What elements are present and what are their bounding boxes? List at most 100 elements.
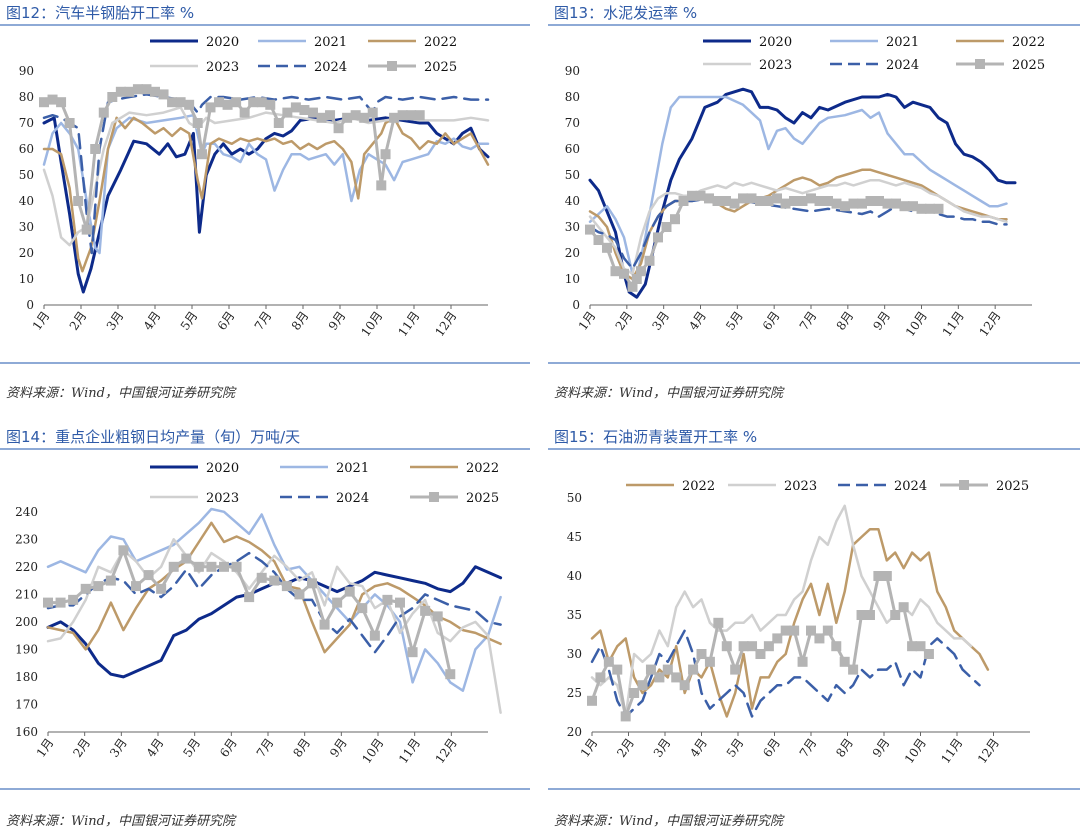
series-2025-marker <box>193 561 204 572</box>
series-2025-marker <box>73 196 84 206</box>
source-note: 资料来源：Wind，中国银河证券研究院 <box>6 814 235 829</box>
y-tick-label: 25 <box>567 686 582 700</box>
x-tick-label: 11月 <box>938 736 965 766</box>
chart-panel-3: 图14：重点企业粗钢日均产量（旬）万吨/天 160 170 180 190 200 210… <box>0 424 536 832</box>
series-2025-marker <box>712 196 723 206</box>
series-2025-marker <box>184 99 195 110</box>
x-tick-label: 2月 <box>613 309 636 333</box>
series-2025-marker <box>141 84 152 95</box>
y-tick-label: 20 <box>567 725 582 739</box>
series-2025-marker <box>118 545 129 556</box>
series-2025-marker <box>256 97 267 108</box>
series-2025-marker <box>873 571 884 581</box>
chart-panel-1: 图12：汽车半钢胎开工率 % 0 10 20 30 40 50 60 70 80 90 1月 2月 3月… <box>0 0 536 410</box>
bottom-rule <box>0 788 530 790</box>
y-tick-label: 190 <box>15 642 38 656</box>
series-2025-marker <box>248 97 259 108</box>
series-line-2024 <box>46 551 502 654</box>
series-2025-marker <box>299 105 310 115</box>
series-2025-marker <box>629 688 640 698</box>
x-tick-label: 6月 <box>760 736 783 760</box>
series-2025-marker <box>814 633 825 644</box>
y-tick-label: 200 <box>15 615 38 629</box>
series-2025-marker <box>132 84 143 95</box>
x-tick-label: 4月 <box>141 309 164 333</box>
series-2025-marker <box>704 193 714 204</box>
series-2025-marker <box>256 572 267 583</box>
series-2025-marker <box>679 680 690 691</box>
x-tick-label: 5月 <box>180 736 203 760</box>
series-2025-marker <box>780 625 791 636</box>
series-2025-marker <box>231 97 242 108</box>
series-2025-marker <box>90 144 101 154</box>
chart-panel-4: 图15：石油沥青装置开工率 % 20 25 30 35 40 45 50 1月 2月 3月 4月 5月… <box>548 424 1080 832</box>
legend-label-2020: 2020 <box>759 35 792 50</box>
y-tick-label: 50 <box>567 491 582 505</box>
series-2025-marker <box>68 594 79 605</box>
series-2025-marker <box>789 196 799 206</box>
series-2025-marker <box>316 112 327 123</box>
x-tick-label: 4月 <box>687 736 710 760</box>
series-2025-marker <box>797 656 808 667</box>
series-2025-marker <box>848 664 859 675</box>
x-tick-label: 7月 <box>252 309 275 333</box>
x-tick-label: 10月 <box>359 736 386 766</box>
x-tick-label: 10月 <box>902 736 929 766</box>
chart-panel-2: 图13：水泥发运率 % 0 10 20 30 40 50 60 70 80 90 1月 2月 3月 4月 5… <box>548 0 1080 410</box>
series-2025-marker <box>772 633 783 644</box>
y-tick-label: 210 <box>15 587 38 601</box>
x-tick-label: 5月 <box>178 309 201 333</box>
y-tick-label: 240 <box>15 505 38 519</box>
y-tick-label: 90 <box>565 64 580 78</box>
series-2025-marker <box>239 107 250 118</box>
series-line-2021 <box>588 95 1008 278</box>
series-2025-marker <box>39 97 49 108</box>
series-2025-marker <box>64 118 75 128</box>
chart-svg: 0 10 20 30 40 50 60 70 80 90 1月 2月 3月 4月 5月 6月 7月 8月 9月 10月… <box>19 35 490 339</box>
y-tick-label: 50 <box>565 168 580 182</box>
series-2025-marker <box>603 656 614 667</box>
series-2025-marker <box>670 214 680 225</box>
series-line-2023 <box>42 106 490 247</box>
legend-label-2022: 2022 <box>466 461 499 476</box>
series-2025-marker <box>662 664 673 675</box>
legend-label-2020: 2020 <box>206 35 239 50</box>
series-2025-marker <box>882 198 893 209</box>
series-2025-marker <box>822 625 833 636</box>
y-tick-label: 40 <box>19 194 34 208</box>
series-2025-marker <box>265 99 276 110</box>
legend-label-2023: 2023 <box>784 479 817 494</box>
series-2025-marker <box>923 649 934 659</box>
series-2025-marker <box>350 110 361 121</box>
series-2025-marker <box>780 198 791 209</box>
series-line-2025 <box>590 574 931 718</box>
series-2025-marker <box>389 112 400 123</box>
legend-label-2023: 2023 <box>206 60 239 75</box>
x-tick-label: 8月 <box>833 736 856 760</box>
series-2025-marker <box>612 664 623 675</box>
series-2025-marker <box>80 583 91 594</box>
y-tick-label: 60 <box>19 142 34 156</box>
series-2025-marker <box>307 107 318 118</box>
series-2025-marker <box>445 669 456 680</box>
series-2025-marker <box>687 190 697 201</box>
series-2025-marker <box>631 274 642 284</box>
series-2025-marker <box>359 112 370 123</box>
title-rule <box>548 448 1080 450</box>
y-tick-label: 20 <box>565 246 580 260</box>
series-2025-marker <box>738 193 748 204</box>
series-2025-marker <box>382 594 393 605</box>
series-2025-marker <box>192 118 203 128</box>
series-2025-marker <box>587 695 597 706</box>
series-2025-marker <box>231 561 242 572</box>
series-2025-marker <box>831 198 842 209</box>
series-2025-marker <box>620 711 631 722</box>
series-2025-marker <box>730 664 741 675</box>
series-2025-marker <box>933 203 944 214</box>
series-line-2021 <box>46 507 502 692</box>
series-2025-marker <box>593 235 604 245</box>
x-tick-label: 8月 <box>289 309 312 333</box>
series-2025-marker <box>55 597 66 608</box>
x-tick-label: 6月 <box>217 736 240 760</box>
